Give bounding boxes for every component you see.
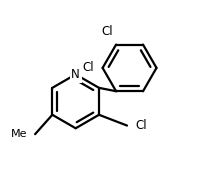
Text: N: N xyxy=(71,68,80,81)
Text: Cl: Cl xyxy=(102,25,113,38)
Text: Me: Me xyxy=(11,129,28,139)
Text: Cl: Cl xyxy=(83,61,94,74)
Text: Cl: Cl xyxy=(135,119,147,132)
